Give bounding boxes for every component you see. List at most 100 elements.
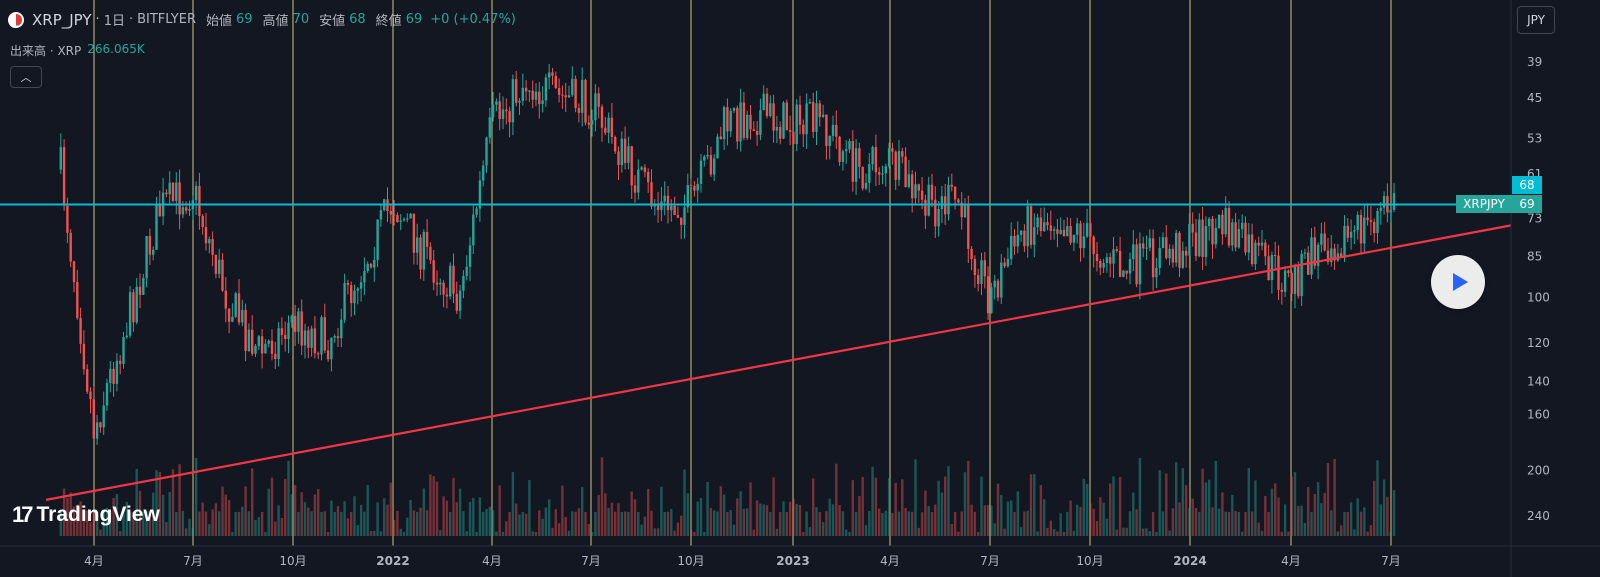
volume-bar (1340, 525, 1343, 536)
candle-body (449, 265, 452, 297)
volume-bar (1359, 511, 1363, 536)
candle-body (92, 399, 95, 439)
candle-body (185, 207, 188, 211)
volume-bar (1118, 476, 1122, 536)
candle-body (323, 317, 326, 351)
volume-bar (363, 511, 366, 536)
volume-bar (607, 507, 610, 536)
volume-legend: 出来高 · XRP 266.065K (10, 42, 145, 59)
volume-bar (838, 505, 841, 536)
candle-body (336, 336, 340, 339)
volume-bar (831, 504, 835, 536)
volume-bar (977, 531, 980, 536)
volume-bar (231, 531, 234, 536)
currency-button[interactable]: JPY (1517, 6, 1555, 34)
candle-body (775, 126, 779, 131)
candle-body (109, 368, 112, 384)
candle-body (825, 114, 828, 146)
volume-bar (95, 511, 99, 536)
tradingview-icon: 17 (12, 502, 34, 527)
volume-bar (290, 494, 293, 536)
volume-bar (633, 499, 637, 536)
candle-body (373, 259, 376, 268)
volume-bar (1184, 485, 1188, 536)
interval-label[interactable]: 1日 (103, 14, 125, 29)
candle-body (1373, 222, 1376, 234)
volume-bar (343, 501, 346, 536)
candle-body (178, 182, 181, 215)
volume-bar (264, 532, 267, 536)
candle-body (237, 293, 241, 323)
candle-body (643, 167, 647, 172)
candle-body (1066, 226, 1069, 237)
symbol-name[interactable]: XRP_JPY (32, 10, 92, 29)
candle-body (82, 343, 86, 370)
candle-body (699, 160, 703, 184)
candle-body (1016, 234, 1019, 247)
volume-bar (666, 511, 670, 536)
volume-bar (128, 511, 132, 536)
volume-bar (544, 507, 548, 536)
volume-bar (445, 500, 449, 536)
candle-body (95, 422, 99, 439)
volume-bar (693, 531, 696, 536)
candle-body (425, 231, 429, 247)
coin-logo-icon (8, 11, 24, 28)
candle-body (1089, 223, 1092, 237)
volume-bar (1095, 520, 1099, 536)
candle-body (970, 248, 973, 260)
candle-body (838, 136, 841, 162)
volume-bar (868, 510, 871, 536)
candle-body (848, 141, 851, 150)
candle-body (689, 184, 693, 186)
candle-body (1211, 218, 1214, 245)
candle-body (1349, 231, 1353, 238)
volume-bar (208, 524, 211, 536)
time-axis-labels: 4月 7月 10月 2022 4月 7月 10月 2023 4月 7月 10月 2024 4月 7月 (84, 554, 1401, 568)
candle-body (950, 184, 953, 187)
volume-bar (1283, 504, 1287, 536)
volume-bar (1247, 468, 1250, 536)
volume-bar (1135, 509, 1138, 536)
volume-bar (726, 511, 729, 536)
volume-bar (1102, 502, 1105, 536)
volume-bar (59, 511, 62, 536)
candle-body (957, 199, 960, 203)
volume-bar (990, 505, 993, 536)
volume-bar (422, 488, 425, 536)
candle-body (445, 294, 449, 297)
candle-body (72, 261, 76, 282)
volume-bar (1023, 511, 1026, 536)
time-axis-label: 7月 (183, 554, 203, 568)
candle-body (1363, 217, 1366, 244)
volume-bar (488, 506, 491, 536)
volume-bar (122, 508, 125, 536)
collapse-legend-button[interactable]: ︿ (10, 66, 42, 88)
volume-bar (399, 528, 402, 536)
volume-bar (1214, 460, 1217, 536)
candle-body (600, 106, 604, 128)
candle-body (561, 94, 564, 96)
time-axis-label: 4月 (84, 554, 104, 568)
candle-body (498, 101, 501, 119)
volume-bar (237, 511, 241, 536)
candle-body (983, 260, 986, 277)
play-button[interactable] (1431, 255, 1485, 309)
candle-body (122, 337, 125, 364)
volume-bar (653, 528, 656, 536)
candle-body (551, 72, 554, 76)
volume-bar (132, 511, 135, 536)
volume-bar (1277, 497, 1280, 536)
candle-body (518, 100, 521, 103)
candle-body (1244, 222, 1247, 253)
volume-bar (640, 524, 643, 536)
candle-body (1105, 257, 1109, 264)
volume-bar (736, 498, 739, 536)
close-value: 69 (405, 12, 423, 27)
volume-bar (148, 511, 152, 536)
time-axis-label: 7月 (1381, 554, 1401, 568)
volume-bar (680, 515, 683, 536)
volume-bar (1175, 462, 1178, 536)
candle-body (1019, 230, 1023, 235)
